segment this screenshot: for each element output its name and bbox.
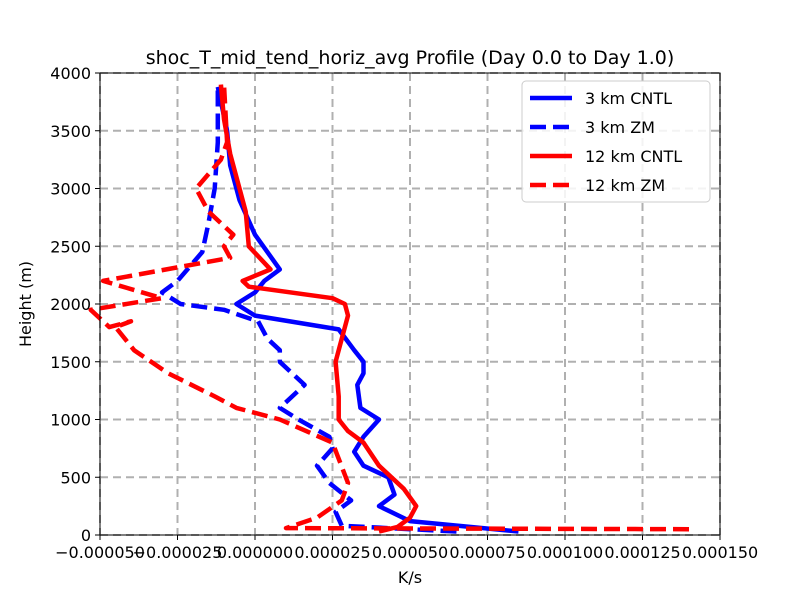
y-tick-label: 4000 [50,64,91,83]
y-tick-label: 3000 [50,180,91,199]
x-tick-label: 0.000075 [449,543,525,562]
x-tick-label: 0.000150 [682,543,758,562]
y-tick-label: 2000 [50,295,91,314]
y-tick-label: 500 [60,468,91,487]
legend-label: 3 km CNTL [585,89,672,108]
x-tick-label: 0.000125 [604,543,680,562]
legend-label: 3 km ZM [585,118,655,137]
y-tick-label: 1500 [50,353,91,372]
y-tick-label: 1000 [50,411,91,430]
x-tick-label: 0.000050 [372,543,448,562]
y-tick-label: 0 [81,526,91,545]
y-ticks: 0 500 1000 1500 2000 2500 3000 3500 4000 [50,64,100,545]
x-tick-label: 0.000000 [217,543,293,562]
series-line-12-km-cntl [218,84,419,534]
legend-label: 12 km CNTL [585,147,682,166]
legend: 3 km CNTL 3 km ZM 12 km CNTL 12 km ZM [521,80,711,203]
x-axis-label: K/s [398,568,422,587]
chart-title: shoc_T_mid_tend_horiz_avg Profile (Day 0… [146,47,675,69]
y-axis-label: Height (m) [16,261,35,347]
y-tick-label: 3500 [50,122,91,141]
y-tick-label: 2500 [50,237,91,256]
legend-box [521,80,711,203]
series-line-12-km-zm [88,84,690,532]
x-tick-label: 0.000100 [527,543,603,562]
x-tick-label: 0.000025 [294,543,370,562]
plot-lines [88,84,690,534]
x-tick-label: −0.000050 [55,543,145,562]
x-tick-label: −0.000025 [133,543,223,562]
legend-label: 12 km ZM [585,176,665,195]
series-line-3-km-zm [159,86,457,534]
